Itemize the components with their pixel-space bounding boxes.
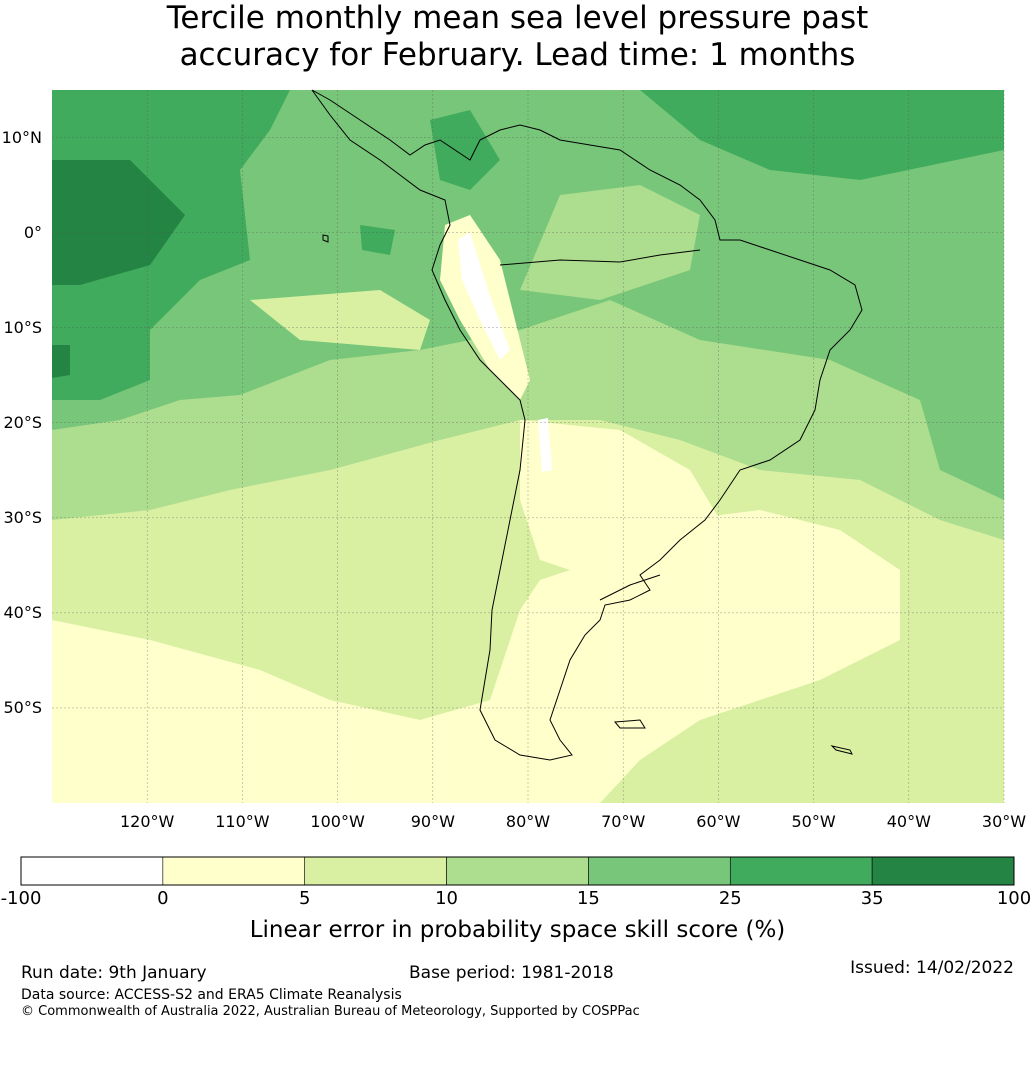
colorbar-tick-label: 15 <box>576 888 600 909</box>
longitude-label: 80°W <box>505 812 551 831</box>
region-0-5-plateau <box>520 420 720 580</box>
latitude-label: 10°N <box>1 127 42 147</box>
longitude-label: 100°W <box>310 812 365 831</box>
colorbar-label: Linear error in probability space skill … <box>249 917 786 943</box>
region-35-plus-small <box>52 345 70 378</box>
colorbar-tick-label: 35 <box>860 888 884 909</box>
colorbar-segment <box>304 856 447 886</box>
latitude-label: 50°S <box>3 697 42 717</box>
region-35-plus <box>52 160 185 285</box>
region-0-5-south <box>52 510 900 803</box>
longitude-label: 70°W <box>601 812 646 831</box>
longitude-label: 30°W <box>981 812 1027 831</box>
colorbar-segment <box>871 856 1015 886</box>
title-line-2: accuracy for February. Lead time: 1 mont… <box>179 37 856 73</box>
coastline-south-america <box>311 89 863 761</box>
colorbar-tick-label: 5 <box>298 888 311 909</box>
colorbar-outline <box>20 856 1015 886</box>
title-line-1: Tercile monthly mean sea level pressure … <box>166 0 869 36</box>
latitude-label: 40°S <box>3 602 42 622</box>
colorbar-segment <box>446 856 589 886</box>
coastline-galapagos <box>322 234 329 243</box>
coastline-south-georgia <box>830 745 853 755</box>
copyright: © Commonwealth of Australia 2022, Austra… <box>21 1004 640 1019</box>
colorbar <box>20 856 1015 886</box>
longitude-label: 60°W <box>696 812 741 831</box>
coastline <box>311 89 863 761</box>
data-source: Data source: ACCESS-S2 and ERA5 Climate … <box>21 987 402 1003</box>
region-amazon-15 <box>520 185 700 300</box>
coastline-amazon-delta <box>499 249 701 266</box>
colorbar-tick-label: 0 <box>157 888 169 909</box>
longitude-label: 110°W <box>215 812 270 831</box>
base-period: Base period: 1981-2018 <box>409 963 614 983</box>
latitude-label: 30°S <box>3 507 42 527</box>
issued-date: Issued: 14/02/2022 <box>850 958 1014 978</box>
longitude-label: 120°W <box>120 812 175 831</box>
region-amazon-25 <box>430 110 500 190</box>
run-date: Run date: 9th January <box>21 963 207 983</box>
coastline-rio-plata <box>599 574 661 601</box>
colorbar-tick-label: 100 <box>996 888 1032 909</box>
latitude-label: 0° <box>23 222 42 242</box>
coastline-falklands <box>613 719 646 729</box>
region-pacific-25 <box>360 225 395 255</box>
longitude-label: 40°W <box>886 812 931 831</box>
region-atlantic-north <box>640 90 1004 180</box>
longitude-label: 90°W <box>410 812 455 831</box>
colorbar-tick-label: 25 <box>718 888 742 909</box>
region-5-10-north <box>250 290 430 350</box>
latitude-label: 20°S <box>3 412 42 432</box>
graticule <box>52 90 1005 803</box>
colorbar-tick-label: -100 <box>0 888 42 909</box>
region-below-0-andes <box>458 232 510 360</box>
region-below-0-altiplano <box>538 418 552 472</box>
colorbar-tick-label: 10 <box>435 888 459 909</box>
latitude-label: 10°S <box>3 317 42 337</box>
map-title: Tercile monthly mean sea level pressure … <box>0 0 1035 74</box>
longitude-label: 50°W <box>791 812 836 831</box>
colorbar-segment <box>20 856 164 886</box>
colorbar-segment <box>588 856 731 886</box>
colorbar-segment <box>162 856 306 886</box>
colorbar-segment <box>729 856 873 886</box>
